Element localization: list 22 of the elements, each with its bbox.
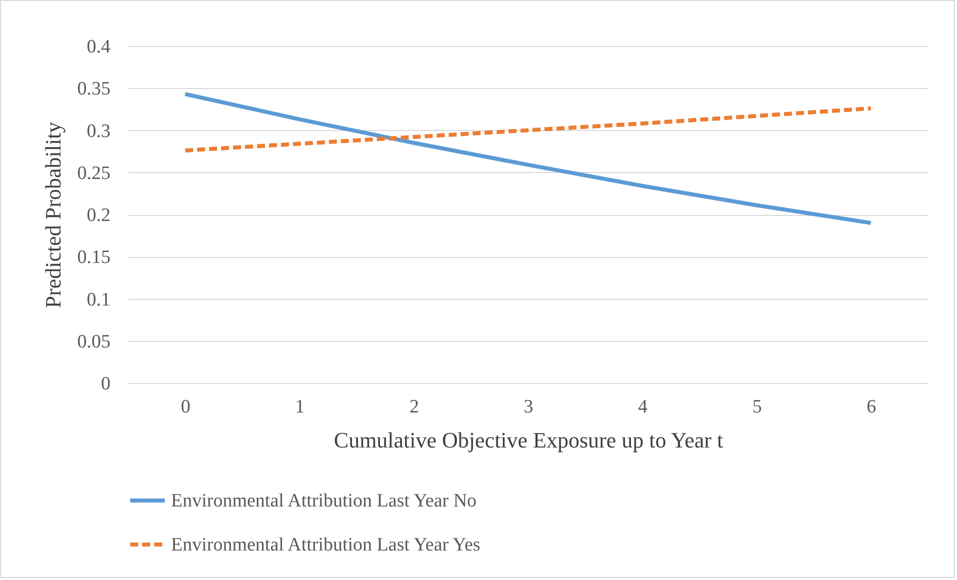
y-tick-label: 0.15 <box>77 247 110 268</box>
y-tick-label: 0.1 <box>86 289 110 310</box>
legend-label: Environmental Attribution Last Year No <box>171 490 477 512</box>
y-tick-label: 0 <box>101 374 110 394</box>
line-series <box>183 92 873 225</box>
y-tick-label: 0.25 <box>77 162 110 184</box>
x-tick-label: 6 <box>866 396 876 418</box>
x-tick-label: 1 <box>295 396 305 418</box>
y-tick-label: 0.3 <box>86 120 110 142</box>
x-tick-label: 0 <box>180 396 190 418</box>
legend-label: Environmental Attribution Last Year Yes <box>171 534 480 556</box>
y-tick-label: 0.35 <box>77 78 110 100</box>
x-axis-title: Cumulative Objective Exposure up to Year t <box>334 428 724 452</box>
x-tick-label: 5 <box>752 396 762 418</box>
y-tick-label: 0.2 <box>86 205 110 226</box>
y-tick-label: 0.05 <box>77 331 110 352</box>
line-series <box>183 106 873 152</box>
y-axis-title: Predicted Probability <box>40 122 66 308</box>
x-tick-label: 2 <box>409 396 419 418</box>
x-tick-label: 3 <box>524 396 534 418</box>
y-tick-label: 0.4 <box>86 36 111 58</box>
x-tick-label: 4 <box>638 396 648 418</box>
